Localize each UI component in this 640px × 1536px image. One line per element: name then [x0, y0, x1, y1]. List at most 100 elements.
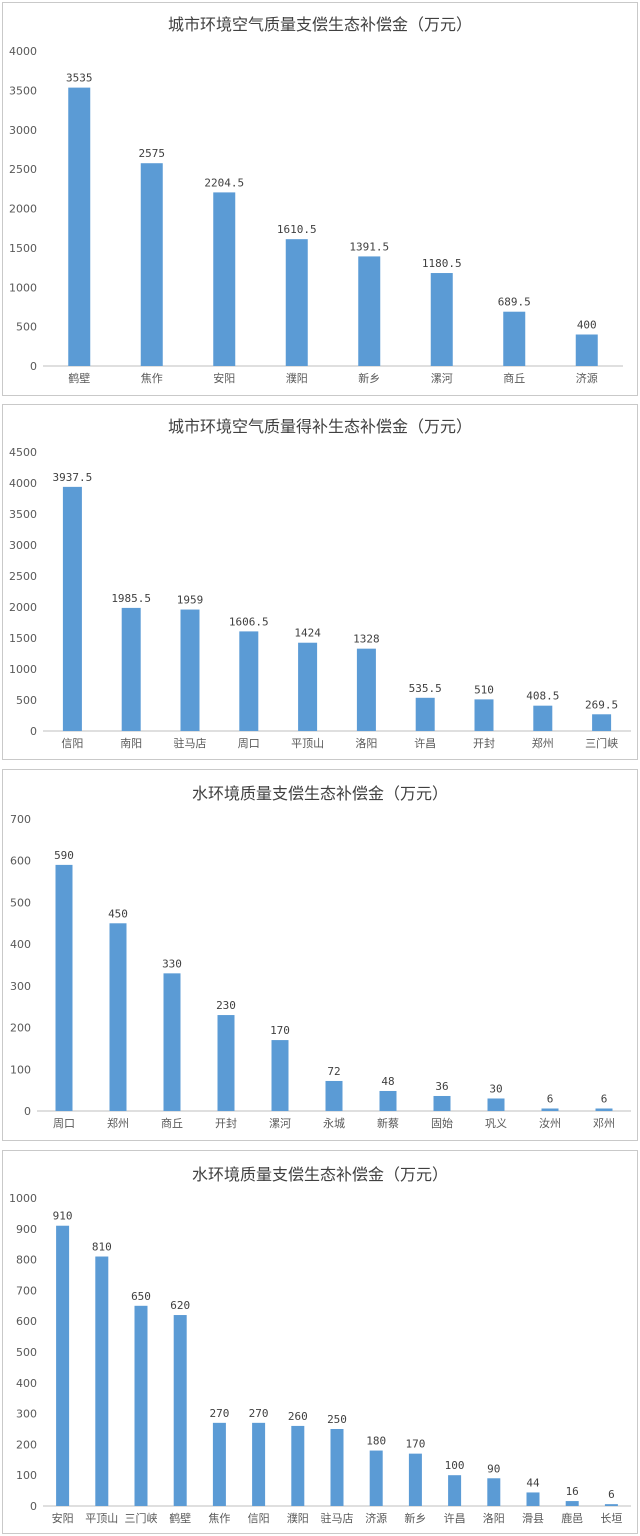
data-label: 1985.5 — [111, 592, 151, 605]
category-label: 洛阳 — [355, 736, 377, 750]
bar — [217, 1015, 235, 1111]
category-label: 焦作 — [141, 372, 163, 385]
bar-chart-water-pay-2: 0 100 200 300 400 500 600 700 800 900 1000 910 安阳 810… — [9, 1192, 631, 1525]
bar — [379, 1090, 397, 1111]
category-label: 漯河 — [269, 1117, 291, 1130]
category-label: 安阳 — [52, 1511, 74, 1525]
y-tick-label: 900 — [16, 1223, 37, 1236]
category-label: 信阳 — [61, 737, 83, 750]
y-tick-label: 2000 — [9, 203, 37, 216]
category-label: 安阳 — [213, 371, 235, 385]
data-label: 330 — [162, 957, 182, 970]
category-label: 三门峡 — [125, 1511, 158, 1525]
data-label: 90 — [487, 1462, 500, 1475]
data-label: 450 — [108, 907, 128, 920]
category-label: 鹤壁 — [68, 371, 90, 385]
bar — [140, 163, 163, 366]
bar — [358, 256, 381, 366]
y-tick-label: 400 — [16, 1377, 37, 1390]
category-label: 郑州 — [532, 736, 554, 750]
bar — [592, 714, 612, 731]
category-label: 济源 — [365, 1511, 387, 1525]
y-tick-label: 700 — [10, 813, 31, 826]
category-label: 济源 — [576, 371, 598, 385]
category-label: 鹤壁 — [169, 1511, 191, 1525]
category-label: 许昌 — [444, 1512, 466, 1525]
bar — [95, 1256, 109, 1506]
data-label: 270 — [209, 1407, 229, 1420]
y-tick-label: 800 — [16, 1254, 37, 1267]
bar — [56, 1225, 70, 1506]
category-label: 巩义 — [485, 1117, 507, 1130]
data-label: 16 — [566, 1485, 579, 1498]
chart-title: 水环境质量支偿生态补偿金（万元） — [191, 784, 448, 803]
data-label: 535.5 — [409, 682, 442, 695]
y-tick-label: 200 — [10, 1022, 31, 1035]
y-tick-label: 500 — [16, 321, 37, 334]
bar — [180, 609, 200, 731]
data-label: 36 — [435, 1080, 448, 1093]
data-label: 2575 — [139, 147, 166, 160]
data-label: 620 — [170, 1299, 190, 1312]
y-tick-label: 300 — [16, 1408, 37, 1421]
category-label: 郑州 — [107, 1116, 129, 1130]
data-label: 1391.5 — [349, 240, 389, 253]
y-tick-label: 0 — [30, 360, 37, 373]
data-label: 2204.5 — [204, 176, 244, 189]
y-tick-label: 3500 — [9, 508, 37, 521]
chart-title: 城市环境空气质量得补生态补偿金（万元） — [167, 417, 472, 436]
bar — [575, 334, 598, 366]
y-tick-label: 100 — [10, 1063, 31, 1076]
data-label: 260 — [288, 1410, 308, 1423]
data-label: 590 — [54, 849, 74, 862]
y-tick-label: 4000 — [9, 45, 37, 58]
category-label: 三门峡 — [585, 736, 618, 750]
category-label: 洛阳 — [483, 1511, 505, 1525]
y-tick-label: 3500 — [9, 84, 37, 97]
bar — [565, 1501, 579, 1506]
y-tick-label: 700 — [16, 1284, 37, 1297]
y-tick-label: 0 — [30, 1500, 37, 1513]
y-tick-label: 1000 — [9, 1192, 37, 1205]
bar — [474, 699, 494, 731]
bar — [239, 631, 259, 731]
bar — [369, 1450, 383, 1506]
data-label: 650 — [131, 1290, 151, 1303]
category-label: 商丘 — [161, 1116, 183, 1130]
category-label: 信阳 — [248, 1512, 270, 1525]
category-label: 汝州 — [539, 1116, 561, 1130]
category-label: 许昌 — [414, 737, 436, 750]
data-label: 250 — [327, 1413, 347, 1426]
y-tick-label: 2500 — [9, 570, 37, 583]
y-tick-label: 1500 — [9, 242, 37, 255]
chart-title: 城市环境空气质量支偿生态补偿金（万元） — [167, 15, 472, 34]
bar — [213, 192, 236, 366]
data-label: 6 — [601, 1092, 608, 1105]
data-label: 1328 — [353, 633, 380, 646]
data-label: 1424 — [294, 627, 321, 640]
y-tick-label: 200 — [16, 1438, 37, 1451]
bar-chart-air-pay: 0 500 1000 1500 2000 2500 3000 3500 4000 3535 鹤壁 25… — [9, 45, 623, 385]
category-label: 永城 — [323, 1116, 345, 1130]
bar — [408, 1453, 422, 1506]
data-label: 3535 — [66, 72, 93, 85]
y-tick-label: 3000 — [9, 124, 37, 137]
data-label: 510 — [474, 683, 494, 696]
bar — [298, 642, 318, 731]
bar — [134, 1305, 148, 1506]
category-label: 开封 — [215, 1116, 237, 1130]
bar — [526, 1492, 540, 1506]
chart-panel-air-pay: 城市环境空气质量支偿生态补偿金（万元） 0 500 1000 1500 2000 2500… — [2, 2, 638, 396]
y-tick-label: 600 — [16, 1315, 37, 1328]
bar — [212, 1422, 226, 1506]
bar — [604, 1504, 618, 1506]
category-label: 滑县 — [522, 1512, 544, 1525]
y-tick-label: 500 — [16, 694, 37, 707]
data-label: 44 — [526, 1476, 540, 1489]
category-label: 开封 — [473, 736, 495, 750]
data-label: 6 — [547, 1092, 554, 1105]
category-label: 鹿邑 — [561, 1511, 583, 1525]
data-label: 72 — [327, 1065, 340, 1078]
data-label: 408.5 — [526, 690, 559, 703]
data-label: 30 — [489, 1082, 502, 1095]
